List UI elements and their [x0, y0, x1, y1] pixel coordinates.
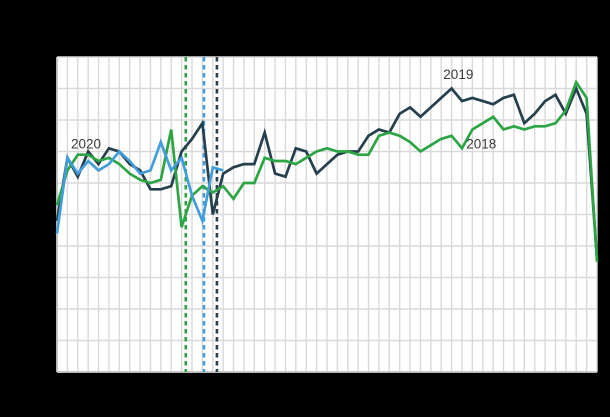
- series-label-2018: 2018: [466, 136, 496, 151]
- series-label-2020: 2020: [71, 136, 101, 151]
- series-label-2019: 2019: [443, 67, 473, 82]
- series-line-2018: [55, 79, 599, 262]
- series-line-2020: [55, 138, 224, 234]
